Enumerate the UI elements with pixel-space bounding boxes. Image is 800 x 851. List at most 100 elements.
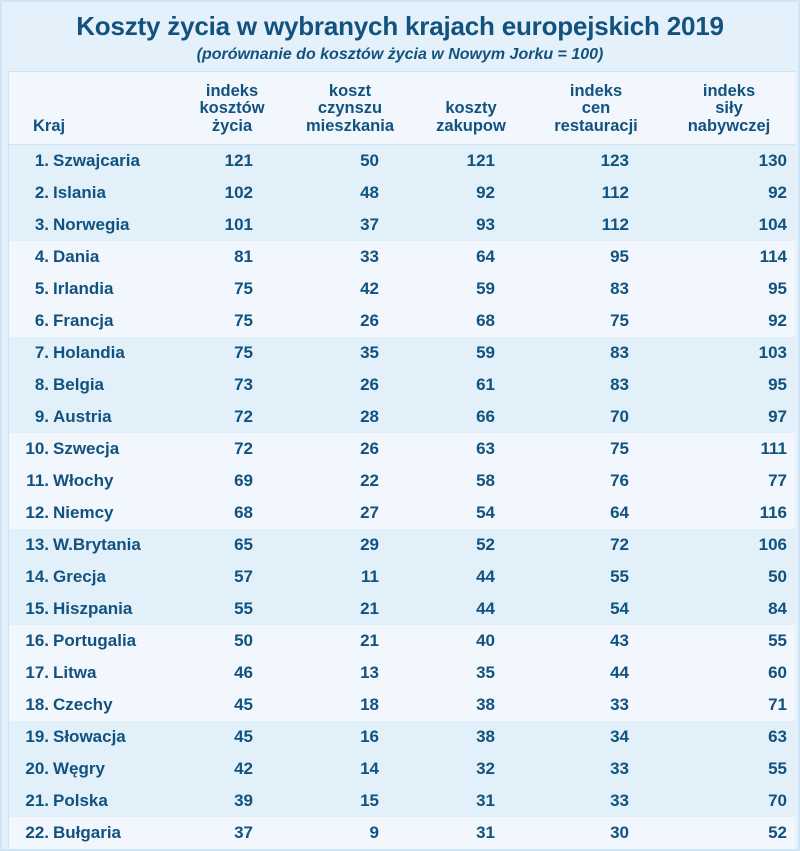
table-cell-country: 7. Holandia	[9, 336, 177, 369]
table-cell-groceries-cost: 30	[413, 848, 529, 849]
table-cell-cost-of-living-index: 39	[177, 784, 287, 817]
table-cell-purchasing-power-index: 92	[663, 304, 795, 337]
row-country-name: Portugalia	[53, 631, 137, 651]
title-block: Koszty życia w wybranych krajach europej…	[2, 2, 798, 72]
table-cell-rent-cost: 10	[287, 848, 413, 849]
table-cell-cost-of-living-index: 75	[177, 336, 287, 369]
row-rank: 9.	[34, 407, 49, 427]
row-rank: 3.	[34, 215, 49, 235]
table-row: 15. Hiszpania 55 21 44 54 84	[9, 592, 795, 625]
table-cell-purchasing-power-index: 55	[663, 624, 795, 657]
column-header-cost-of-living-index-line-1: indeks	[205, 82, 259, 101]
table-cell-rent-cost: 29	[287, 528, 413, 561]
table-cell-cost-of-living-index: 46	[177, 656, 287, 689]
table-cell-groceries-cost: 59	[413, 272, 529, 305]
table-cell-groceries-cost: 40	[413, 624, 529, 657]
table-row: 5. Irlandia 75 42 59 83 95	[9, 272, 795, 305]
table-cell-restaurant-price-index: 112	[529, 208, 663, 241]
row-rank: 21.	[25, 791, 49, 811]
table-cell-country: 15. Hiszpania	[9, 592, 177, 625]
table-cell-groceries-cost: 61	[413, 368, 529, 401]
table-cell-cost-of-living-index: 36	[177, 848, 287, 849]
table-cell-cost-of-living-index: 72	[177, 400, 287, 433]
table-cell-country: 9. Austria	[9, 400, 177, 433]
table-cell-rent-cost: 14	[287, 752, 413, 785]
row-rank: 2.	[34, 183, 49, 203]
row-country-name: Słowacja	[53, 727, 126, 747]
row-country-name: Austria	[53, 407, 112, 427]
column-header-purchasing-power-index-line-2: siły	[715, 99, 743, 118]
table-cell-restaurant-price-index: 30	[529, 816, 663, 849]
table-row: 1. Szwajcaria 121 50 121 123 130	[9, 144, 795, 177]
column-header-country-line-1: Kraj	[33, 116, 66, 135]
table-cell-restaurant-price-index: 75	[529, 432, 663, 465]
row-rank: 6.	[34, 311, 49, 331]
column-header-restaurant-price-index-line-3: restauracji	[554, 116, 638, 135]
table-cell-country: 8. Belgia	[9, 368, 177, 401]
table-cell-groceries-cost: 31	[413, 784, 529, 817]
row-country-name: Grecja	[53, 567, 106, 587]
table-cell-rent-cost: 22	[287, 464, 413, 497]
table-header-row: Kraj indeks kosztów życia koszt czynszu …	[9, 71, 795, 145]
table-cell-purchasing-power-index: 130	[663, 144, 795, 177]
row-country-name: Szwecja	[53, 439, 120, 459]
table-cell-groceries-cost: 66	[413, 400, 529, 433]
row-country-name: Hiszpania	[53, 599, 133, 619]
table-cell-rent-cost: 28	[287, 400, 413, 433]
table-cell-cost-of-living-index: 57	[177, 560, 287, 593]
table-row: 10. Szwecja 72 26 63 75 111	[9, 432, 795, 465]
table-cell-restaurant-price-index: 83	[529, 368, 663, 401]
table-cell-country: 12. Niemcy	[9, 496, 177, 529]
table-cell-groceries-cost: 92	[413, 176, 529, 209]
table-cell-restaurant-price-index: 95	[529, 240, 663, 273]
table-row: 16. Portugalia 50 21 40 43 55	[9, 624, 795, 657]
table-cell-restaurant-price-index: 123	[529, 144, 663, 177]
table-cell-purchasing-power-index: 71	[663, 688, 795, 721]
table-cell-purchasing-power-index: 63	[663, 720, 795, 753]
table-cell-rent-cost: 15	[287, 784, 413, 817]
table-row: 23.Rumunia3610303261	[9, 848, 795, 849]
table-cell-cost-of-living-index: 65	[177, 528, 287, 561]
column-header-groceries-cost: koszty zakupow	[413, 71, 529, 145]
table-cell-groceries-cost: 68	[413, 304, 529, 337]
table-cell-country: 23.Rumunia	[9, 848, 177, 849]
table-row: 2. Islania 102 48 92 112 92	[9, 176, 795, 209]
row-rank: 11.	[26, 471, 49, 491]
table-cell-cost-of-living-index: 72	[177, 432, 287, 465]
row-rank: 7.	[34, 343, 49, 363]
row-country-name: Węgry	[53, 759, 105, 779]
table-cell-rent-cost: 37	[287, 208, 413, 241]
column-header-cost-of-living-index-line-3: życia	[211, 116, 253, 135]
table-cell-rent-cost: 48	[287, 176, 413, 209]
table-cell-groceries-cost: 44	[413, 592, 529, 625]
table-cell-groceries-cost: 63	[413, 432, 529, 465]
row-country-name: Niemcy	[53, 503, 114, 523]
row-rank: 15.	[25, 599, 49, 619]
table-cell-restaurant-price-index: 64	[529, 496, 663, 529]
table-cell-country: 4. Dania	[9, 240, 177, 273]
table-header: Kraj indeks kosztów życia koszt czynszu …	[9, 71, 795, 145]
column-header-rent-cost-line-3: mieszkania	[305, 116, 395, 135]
table-cell-rent-cost: 9	[287, 816, 413, 849]
table-cell-purchasing-power-index: 84	[663, 592, 795, 625]
table-cell-groceries-cost: 32	[413, 752, 529, 785]
table-cell-purchasing-power-index: 55	[663, 752, 795, 785]
table-row: 7. Holandia 75 35 59 83 103	[9, 336, 795, 369]
table-cell-purchasing-power-index: 103	[663, 336, 795, 369]
column-header-cost-of-living-index-line-2: kosztów	[199, 99, 265, 118]
table-cell-restaurant-price-index: 33	[529, 688, 663, 721]
table-cell-purchasing-power-index: 116	[663, 496, 795, 529]
row-country-name: W.Brytania	[53, 535, 141, 555]
table-cell-groceries-cost: 31	[413, 816, 529, 849]
row-country-name: Polska	[53, 791, 108, 811]
row-country-name: Irlandia	[53, 279, 114, 299]
table-cell-purchasing-power-index: 111	[663, 432, 795, 465]
table-cell-purchasing-power-index: 95	[663, 368, 795, 401]
row-country-name: Norwegia	[53, 215, 130, 235]
column-header-country: Kraj	[9, 71, 177, 145]
table-cell-cost-of-living-index: 101	[177, 208, 287, 241]
row-country-name: Bułgaria	[53, 823, 122, 843]
table-cell-purchasing-power-index: 50	[663, 560, 795, 593]
table-body: 1. Szwajcaria 121 50 121 123 130 2. Islania 102 48…	[9, 144, 795, 849]
